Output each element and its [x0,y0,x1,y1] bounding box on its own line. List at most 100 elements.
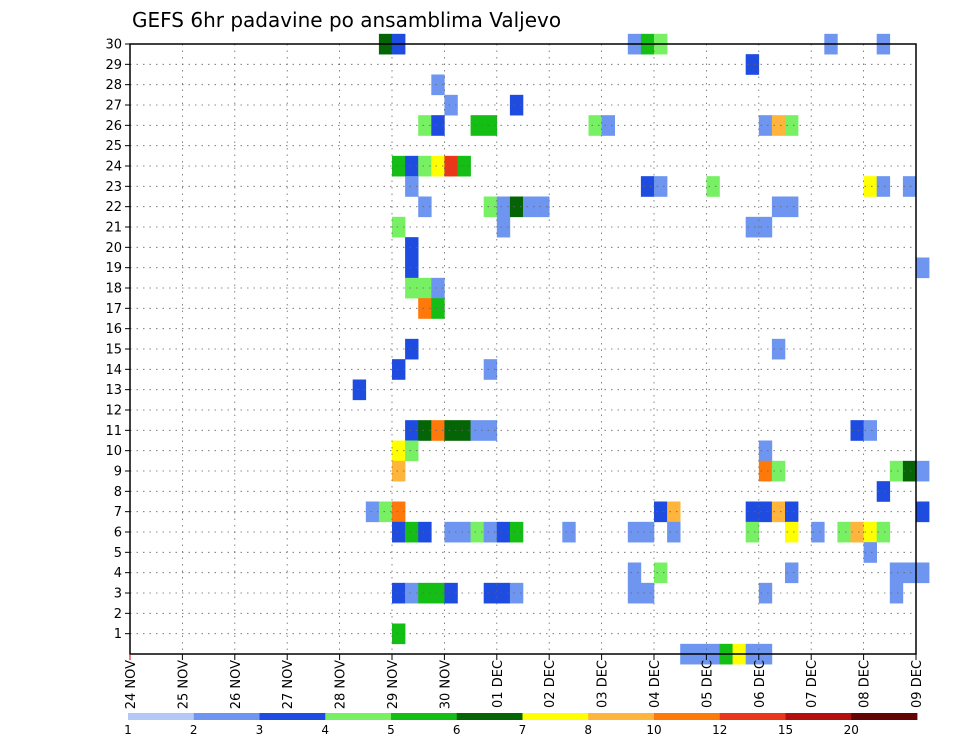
heatmap-cell [431,420,445,441]
heatmap-cell [392,521,406,543]
heatmap-cell [444,155,458,177]
x-tick-label: 29 NOV [386,660,401,709]
y-tick-label: 21 [105,221,122,236]
heatmap-cell [785,115,799,136]
heatmap-cell [771,115,786,136]
heatmap-cell [876,176,891,197]
heatmap-cell [431,298,445,319]
heatmap-cell [418,298,432,319]
heatmap-cell [431,74,445,96]
y-tick-label: 16 [105,322,122,337]
heatmap-cell [667,521,681,543]
heatmap-cell [627,582,642,604]
x-tick-label: 06 DEC [753,660,768,708]
heatmap-cell [889,562,904,584]
heatmap-cell [667,501,681,523]
y-tick-label: 9 [114,465,122,480]
colorbar-label: 8 [584,723,592,737]
y-tick-label: 5 [114,546,122,561]
heatmap-cell [444,521,458,543]
heatmap-cell [470,521,484,543]
colorbar-swatch [456,713,523,720]
colorbar-swatch [391,713,458,720]
heatmap-cell [457,155,471,177]
heatmap-cell [876,521,891,543]
heatmap-cell [405,237,419,258]
colorbar-swatch [785,713,852,720]
heatmap-cell [418,521,432,543]
heatmap-cell [889,582,904,604]
x-tick-label: 24 NOV [124,660,139,709]
heatmap-cell [392,623,406,645]
heatmap-cell [758,440,773,462]
y-tick-label: 10 [105,444,122,459]
heatmap-cell [405,420,419,441]
heatmap-cell [378,501,393,523]
heatmap-cell [405,582,419,604]
y-tick-label: 18 [105,282,122,297]
heatmap-cell [902,460,917,482]
x-tick-label: 25 NOV [176,660,191,709]
colorbar-label: 2 [190,723,198,737]
heatmap-cell [654,501,668,523]
y-tick-label: 29 [105,58,122,73]
heatmap-cell [509,582,524,604]
heatmap-cell [745,521,760,543]
heatmap-cell [654,562,668,584]
y-tick-label: 1 [114,627,122,642]
heatmap-cell [418,277,432,299]
y-tick-label: 25 [105,139,122,154]
colorbar-label: 15 [778,723,793,737]
y-tick-label: 20 [105,241,122,256]
heatmap-cell [418,155,432,177]
x-tick-label: 03 DEC [596,660,611,708]
heatmap-cell [863,521,877,543]
heatmap-cell [405,277,419,299]
heatmap-cell [365,501,380,523]
heatmap-cell [785,562,799,584]
x-tick-label: 07 DEC [805,660,820,708]
colorbar-swatch [654,713,721,720]
x-axis: 24 NOV 25 NOV 26 NOV 27 NOV 28 NOV 29 NOV 30 N… [124,654,925,709]
x-tick-label: 26 NOV [229,660,244,709]
heatmap-cell [902,562,917,584]
heatmap-cell [392,582,406,604]
heatmap-cell [706,176,720,197]
heatmap-cell [431,277,445,299]
heatmap-cell [850,420,864,441]
colorbar-label: 12 [712,723,727,737]
colorbar-swatch [522,713,589,720]
heatmap-cell [863,542,877,563]
heatmap-cell [483,196,498,218]
heatmap-cell [876,481,891,502]
colorbar-label: 7 [519,723,527,737]
y-tick-label: 11 [105,424,122,439]
heatmap-cell [771,338,786,360]
heatmap-cell [496,196,511,218]
x-tick-label: 30 NOV [438,660,453,709]
heatmap-cell [496,521,511,543]
y-tick-label: 8 [114,485,122,500]
heatmap-cell [392,155,406,177]
colorbar-label: 3 [256,723,264,737]
y-tick-label: 28 [105,78,122,93]
heatmap-cell [627,521,642,543]
chart-title: GEFS 6hr padavine po ansamblima Valjevo [132,8,561,32]
x-tick-label: 27 NOV [281,660,296,709]
heatmap-cell [405,257,419,279]
x-tick-label: 04 DEC [648,660,663,708]
y-tick-label: 2 [114,607,122,622]
heatmap-cell [483,359,498,380]
heatmap-cell [352,379,367,401]
heatmap-cell [483,582,498,604]
heatmap-cell [418,420,432,441]
heatmap-cell [916,501,930,523]
colorbar-label: 20 [844,723,859,737]
heatmap-cell [837,521,851,543]
heatmap-cell [771,196,786,218]
heatmap-cell [418,115,432,136]
heatmap-cell [863,420,877,441]
y-tick-label: 3 [114,587,122,602]
y-tick-label: 23 [105,180,122,195]
heatmap-cell [523,196,537,218]
